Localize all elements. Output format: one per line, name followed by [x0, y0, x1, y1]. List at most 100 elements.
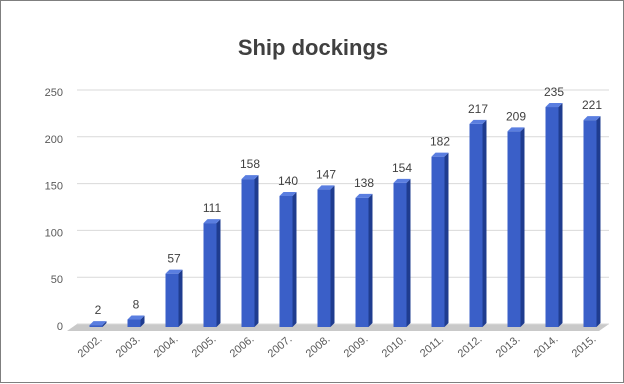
chart-title: Ship dockings [238, 35, 388, 60]
bar-top [279, 191, 297, 196]
bar [241, 175, 259, 327]
y-axis-ticks: 0 50 100 150 200 250 [45, 87, 63, 333]
data-label: 140 [278, 174, 298, 188]
x-tick-label: 2007. [266, 333, 295, 360]
bar-side [444, 152, 449, 327]
bar-side [102, 321, 107, 327]
y-tick-label: 150 [45, 181, 63, 193]
bar [127, 315, 145, 327]
data-label: 111 [203, 201, 222, 215]
data-label: 147 [316, 167, 336, 181]
data-label: 221 [582, 98, 602, 112]
bar-front [583, 120, 597, 327]
bar [203, 219, 221, 327]
x-tick-label: 2005. [190, 333, 219, 360]
data-label: 158 [240, 157, 260, 171]
bar-side [178, 269, 183, 327]
bars [89, 103, 601, 327]
data-label: 138 [354, 176, 374, 190]
bar-front [317, 189, 331, 327]
bar-side [254, 175, 259, 327]
data-labels: 2 8 57 111 158 140 147 138 154 182 217 209 235 221 [95, 85, 603, 317]
y-tick-label: 200 [45, 134, 63, 146]
bar-side [406, 178, 411, 327]
x-tick-label: 2012. [456, 333, 485, 360]
x-tick-label: 2004. [152, 333, 181, 360]
x-tick-label: 2008. [304, 333, 333, 360]
y-tick-label: 0 [57, 321, 63, 333]
bar [393, 178, 411, 327]
y-tick-label: 250 [45, 87, 63, 99]
bar-front [355, 197, 369, 327]
bar-side [368, 193, 373, 327]
bar-front [431, 156, 445, 327]
x-tick-label: 2002. [76, 333, 105, 360]
bar-side [330, 185, 335, 327]
data-label: 235 [544, 85, 564, 99]
bar-top [507, 127, 525, 132]
bar-side [596, 116, 601, 327]
bar-top [203, 219, 221, 224]
data-label: 182 [430, 135, 450, 149]
bar-side [558, 103, 563, 327]
x-tick-label: 2014. [532, 333, 561, 360]
data-label: 217 [468, 102, 488, 116]
bar-side [520, 127, 525, 327]
bar-side [216, 219, 221, 327]
bar [355, 193, 373, 327]
bar-front [393, 182, 407, 327]
x-tick-label: 2011. [418, 334, 446, 360]
bar-top [89, 321, 107, 326]
x-tick-label: 2006. [228, 333, 257, 360]
data-label: 2 [95, 303, 102, 317]
bar-top [355, 193, 373, 198]
data-label: 8 [133, 298, 140, 312]
bar-front [241, 179, 255, 327]
x-tick-label: 2010. [380, 333, 409, 360]
x-tick-label: 2009. [342, 333, 371, 360]
bar [431, 152, 449, 327]
bar-top [127, 315, 145, 320]
bar [279, 191, 297, 327]
bar-side [482, 119, 487, 327]
bar [583, 116, 601, 327]
bar-top [545, 103, 563, 108]
bar-top [241, 175, 259, 180]
bar-front [89, 325, 103, 327]
chart-floor [67, 324, 609, 331]
y-tick-label: 100 [45, 227, 63, 239]
x-axis-ticks: 2002. 2003. 2004. 2005. 2006. 2007. 2008. 2009.… [76, 333, 599, 360]
bar-front [279, 195, 293, 327]
bar-front [127, 319, 141, 327]
data-label: 209 [506, 109, 526, 123]
bar [545, 103, 563, 327]
bar [89, 321, 107, 327]
bar-front [507, 131, 521, 327]
bar [165, 269, 183, 327]
bar-top [393, 178, 411, 183]
y-tick-label: 50 [51, 274, 63, 286]
bar [317, 185, 335, 327]
x-tick-label: 2015. [570, 333, 599, 360]
gridlines [77, 89, 609, 325]
bar-top [431, 152, 449, 157]
bar-top [469, 119, 487, 124]
bar-side [140, 315, 145, 327]
bar-front [545, 107, 559, 327]
chart-floor-plane [67, 324, 609, 331]
data-label: 57 [167, 252, 181, 266]
bar-front [165, 273, 179, 327]
x-tick-label: 2013. [494, 333, 523, 360]
x-tick-label: 2003. [114, 333, 143, 360]
bar-side [292, 191, 297, 327]
bar-top [583, 116, 601, 121]
bar [469, 119, 487, 327]
bar-top [165, 269, 183, 274]
bar [507, 127, 525, 327]
bar-top [317, 185, 335, 190]
bar-front [203, 223, 217, 327]
bar-front [469, 123, 483, 327]
data-label: 154 [392, 161, 412, 175]
